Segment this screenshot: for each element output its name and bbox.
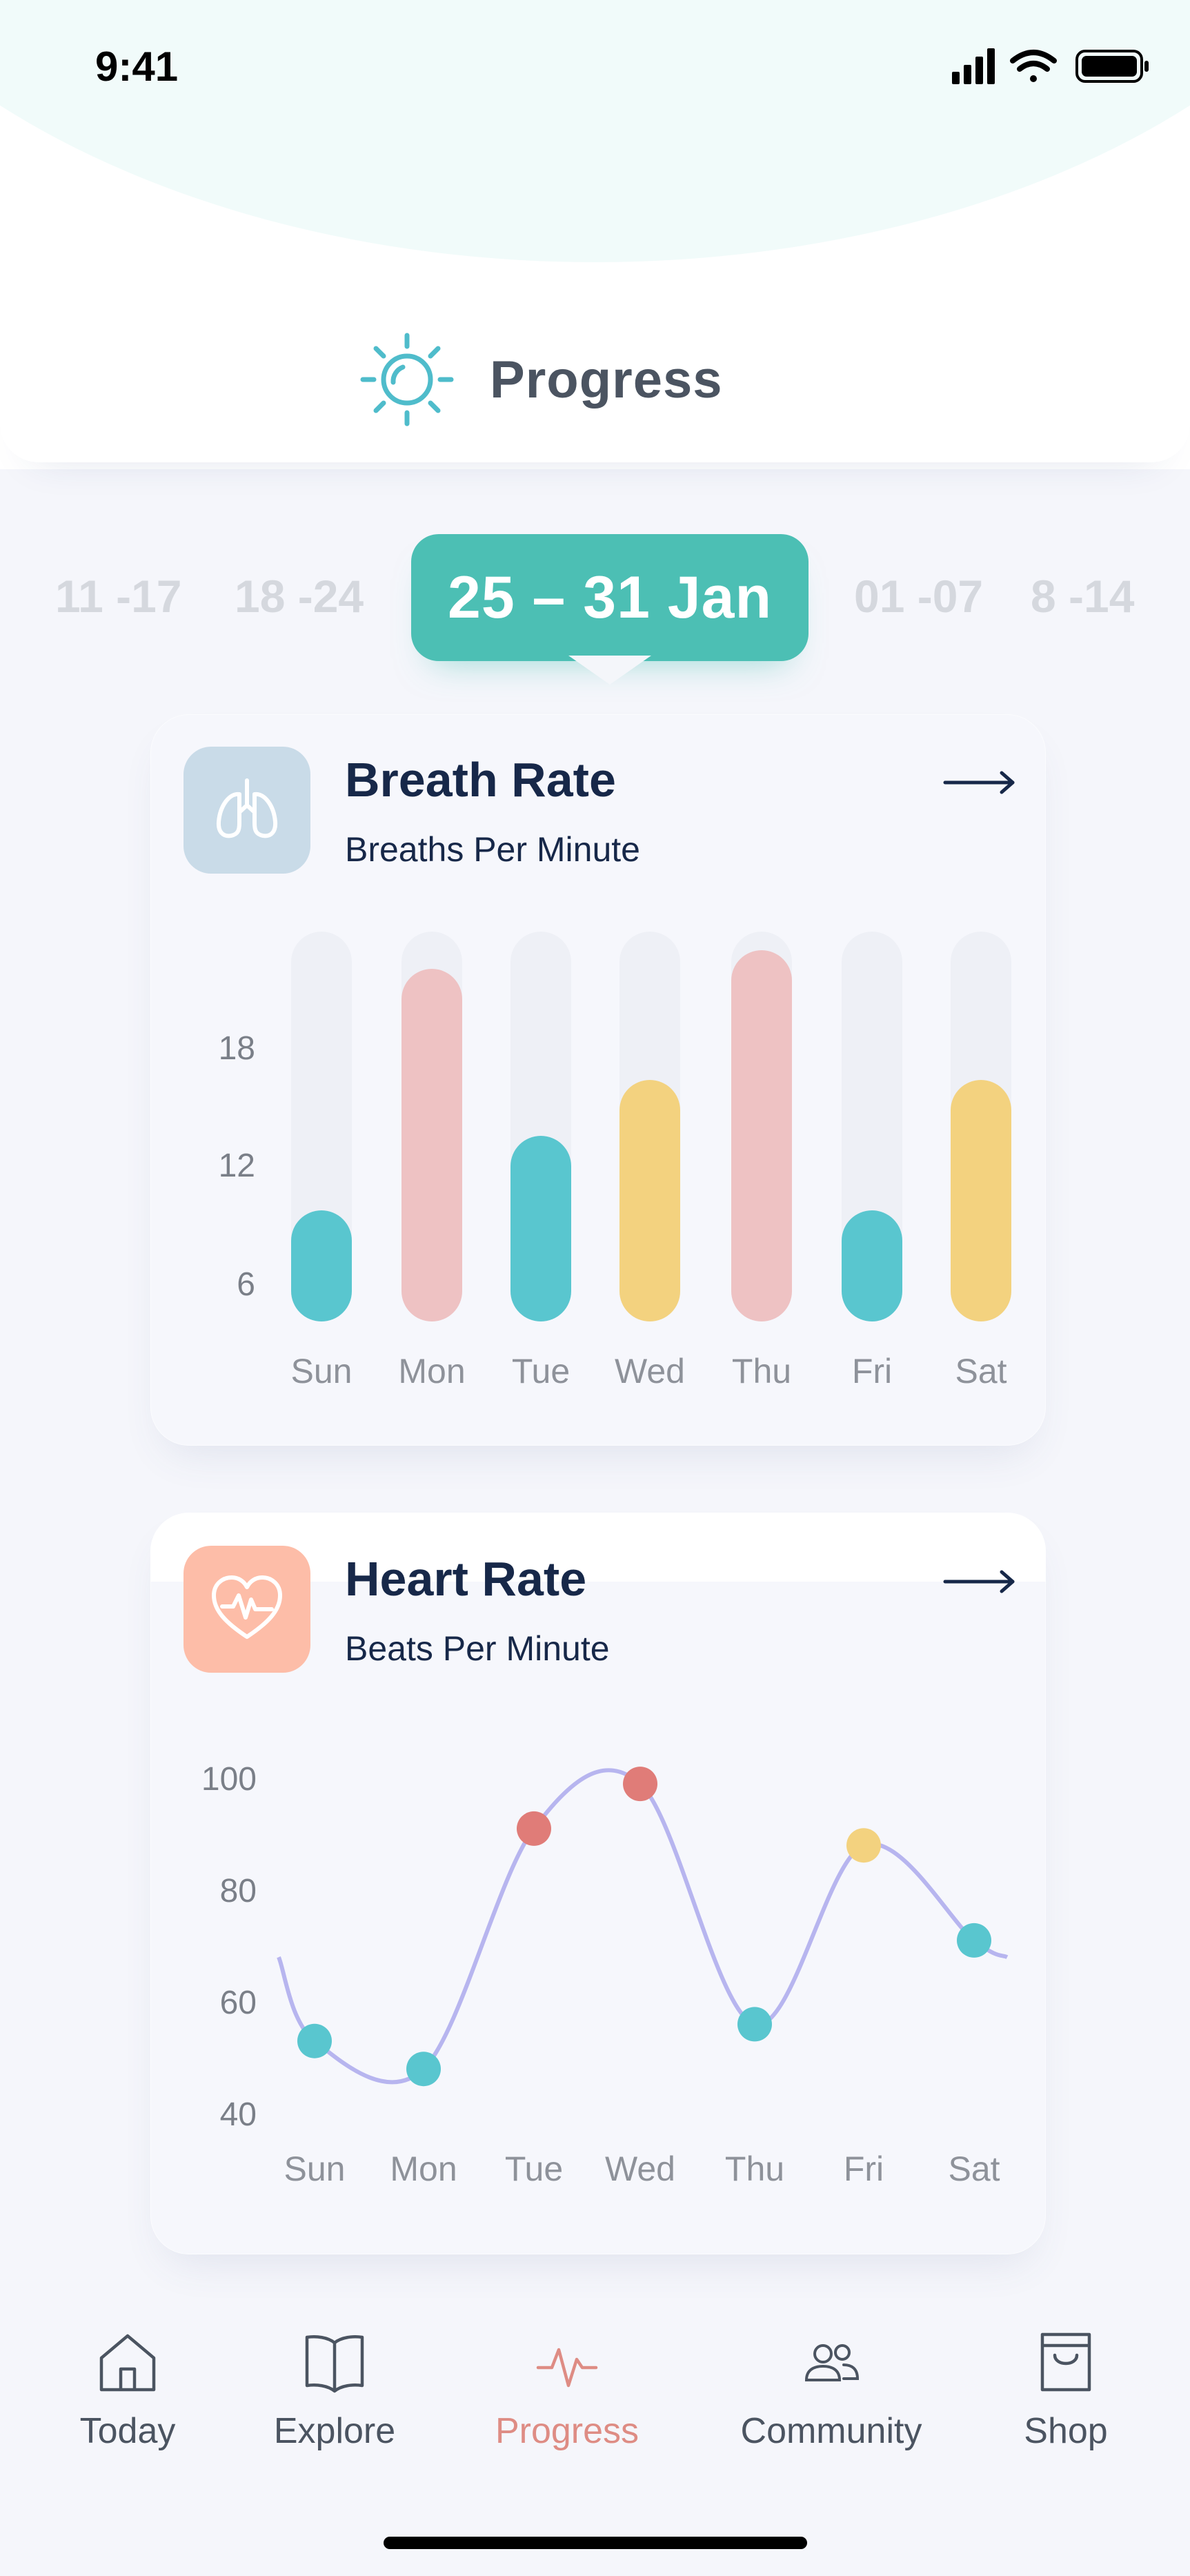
x-tick-label: Tue (511, 1352, 571, 1390)
heart-rate-subtitle: Beats Per Minute (345, 1629, 610, 1668)
bar-sat[interactable] (951, 1080, 1011, 1321)
signal-icon (952, 48, 995, 84)
x-tick-label: Mon (398, 1352, 466, 1390)
y-tick-label: 60 (220, 1985, 257, 2021)
bar-mon[interactable] (401, 968, 462, 1321)
heart-pulse-icon (212, 1575, 282, 1639)
header-title-group: Progress (359, 331, 723, 428)
x-tick-label: Fri (844, 2150, 884, 2188)
nav-item-community[interactable]: Community (731, 2329, 931, 2452)
nav-label: Today (79, 2411, 176, 2451)
x-tick-label: Sun (290, 1352, 353, 1390)
point-sat[interactable] (957, 1923, 991, 1958)
home-icon (99, 2334, 156, 2392)
bar-tue[interactable] (510, 1135, 571, 1321)
x-tick-label: Mon (390, 2150, 457, 2188)
week-option[interactable]: 01 -07 (854, 571, 984, 622)
bar-thu[interactable] (731, 950, 792, 1321)
week-option[interactable]: 18 -24 (235, 571, 364, 622)
nav-label: Shop (1024, 2411, 1108, 2451)
x-tick-label: Sun (284, 2150, 346, 2188)
point-wed[interactable] (623, 1767, 657, 1802)
point-mon[interactable] (406, 2052, 441, 2087)
y-tick-label: 40 (220, 2096, 257, 2133)
y-tick-label: 100 (201, 1761, 257, 1798)
arrow-right-icon[interactable] (942, 769, 1018, 796)
week-option[interactable]: 8 -14 (1031, 571, 1135, 622)
point-sun[interactable] (297, 2023, 332, 2058)
users-icon (804, 2344, 860, 2381)
heart-rate-title: Heart Rate (345, 1552, 587, 1606)
bag-icon (1040, 2332, 1091, 2392)
point-fri[interactable] (846, 1828, 881, 1863)
nav-item-today[interactable]: Today (76, 2329, 179, 2452)
y-tick-label: 80 (220, 1873, 257, 1909)
nav-item-progress[interactable]: Progress (491, 2329, 643, 2452)
home-indicator (384, 2537, 807, 2549)
heart-rate-icon-tile (184, 1546, 310, 1673)
bar-sun[interactable] (291, 1210, 352, 1321)
book-icon (305, 2335, 364, 2393)
status-time: 9:41 (95, 43, 179, 90)
week-option[interactable]: 11 -17 (55, 571, 182, 622)
y-tick-label: 6 (237, 1266, 255, 1303)
week-option-selected[interactable]: 25 – 31 Jan (411, 534, 809, 661)
arrow-right-icon[interactable] (942, 1568, 1018, 1595)
x-tick-label: Sat (955, 1352, 1007, 1390)
x-tick-label: Thu (731, 1352, 792, 1390)
heart-rate-line (277, 1768, 1009, 2085)
x-tick-label: Fri (851, 1352, 893, 1390)
point-thu[interactable] (737, 2007, 772, 2042)
pulse-icon (536, 2348, 598, 2388)
nav-item-shop[interactable]: Shop (1014, 2329, 1118, 2452)
breath-rate-subtitle: Breaths Per Minute (345, 830, 640, 869)
heart-rate-chart: 40 60 80 100 Sun Mon Tue Wed Thu Fri Sat (201, 1761, 1009, 2188)
x-tick-label: Wed (605, 2150, 675, 2188)
bar-wed[interactable] (619, 1080, 680, 1321)
sun-icon (360, 333, 454, 426)
lungs-icon (216, 778, 278, 838)
bar-fri[interactable] (842, 1210, 902, 1321)
week-pointer (568, 656, 651, 685)
breath-rate-title: Breath Rate (345, 753, 616, 807)
battery-icon (1075, 50, 1149, 83)
x-tick-label: Tue (505, 2150, 563, 2188)
wifi-icon (1010, 50, 1057, 82)
x-tick-label: Thu (725, 2150, 784, 2188)
breath-rate-icon-tile (184, 747, 310, 874)
point-tue[interactable] (517, 1811, 551, 1846)
bottom-nav (0, 2298, 1190, 2576)
page-title: Progress (490, 350, 723, 409)
y-tick-label: 18 (218, 1030, 255, 1067)
x-tick-label: Wed (615, 1352, 685, 1390)
nav-item-explore[interactable]: Explore (269, 2329, 400, 2452)
y-tick-label: 12 (218, 1148, 255, 1184)
x-tick-label: Sat (948, 2150, 1000, 2188)
status-icons (952, 48, 1149, 84)
nav-label: Explore (273, 2411, 396, 2451)
nav-label: Community (740, 2411, 922, 2451)
nav-label: Progress (495, 2411, 639, 2451)
